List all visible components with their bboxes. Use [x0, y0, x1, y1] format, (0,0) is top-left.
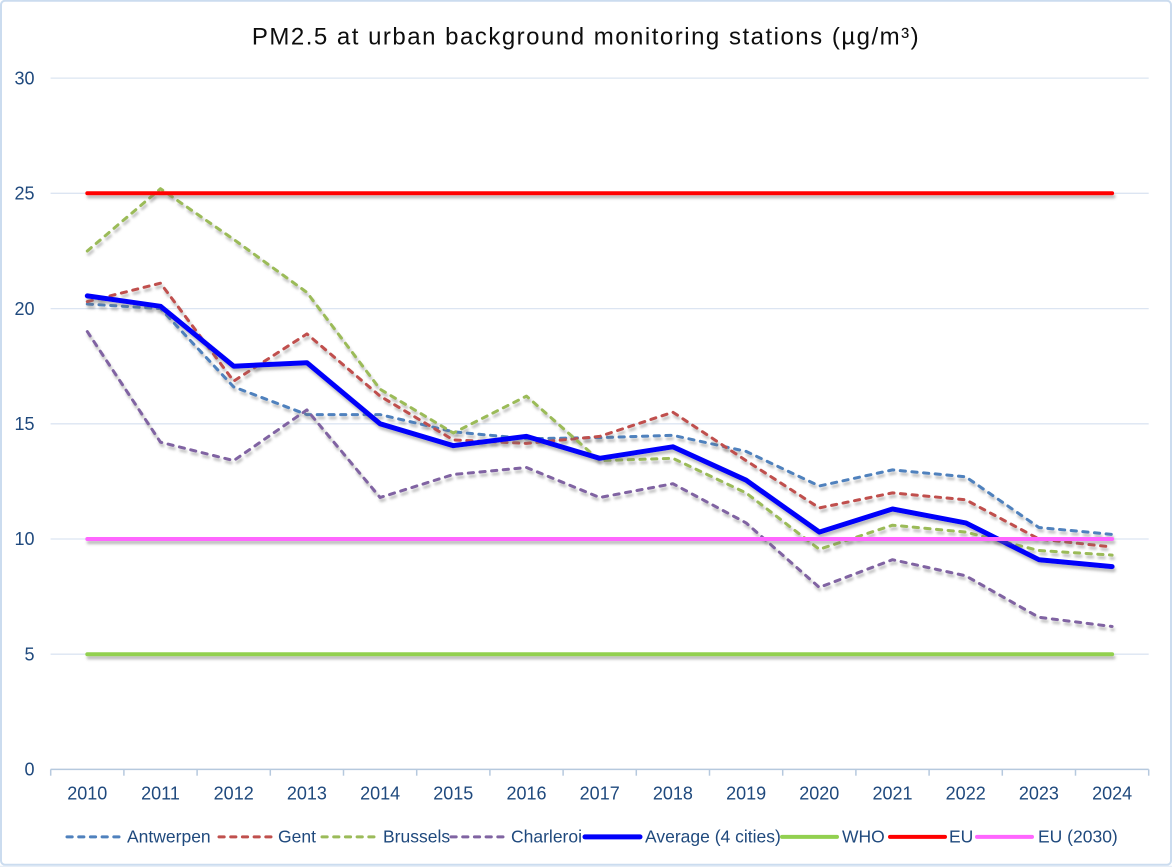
- svg-text:10: 10: [14, 529, 34, 549]
- svg-text:20: 20: [14, 299, 34, 319]
- svg-text:2019: 2019: [726, 784, 766, 804]
- svg-text:0: 0: [24, 760, 34, 780]
- svg-text:5: 5: [24, 644, 34, 664]
- svg-text:WHO: WHO: [842, 827, 885, 847]
- svg-text:2018: 2018: [653, 784, 693, 804]
- svg-text:Average (4 cities): Average (4 cities): [645, 827, 781, 847]
- svg-text:2021: 2021: [872, 784, 912, 804]
- svg-text:Charleroi: Charleroi: [511, 827, 582, 847]
- svg-text:2012: 2012: [214, 784, 254, 804]
- svg-text:2014: 2014: [360, 784, 400, 804]
- svg-text:EU: EU: [949, 827, 973, 847]
- svg-text:15: 15: [14, 414, 34, 434]
- svg-text:2020: 2020: [799, 784, 839, 804]
- svg-text:PM2.5 at urban background moni: PM2.5 at urban background monitoring sta…: [252, 24, 920, 51]
- svg-text:2017: 2017: [580, 784, 620, 804]
- svg-text:25: 25: [14, 184, 34, 204]
- svg-text:2011: 2011: [141, 784, 180, 804]
- svg-text:Antwerpen: Antwerpen: [127, 827, 211, 847]
- svg-text:EU (2030): EU (2030): [1038, 827, 1118, 847]
- svg-text:2016: 2016: [506, 784, 546, 804]
- svg-text:2015: 2015: [433, 784, 473, 804]
- svg-text:2023: 2023: [1019, 784, 1059, 804]
- svg-text:2024: 2024: [1092, 784, 1132, 804]
- svg-text:2022: 2022: [946, 784, 986, 804]
- svg-text:30: 30: [14, 68, 34, 88]
- svg-text:2010: 2010: [67, 784, 107, 804]
- svg-text:Gent: Gent: [278, 827, 316, 847]
- svg-text:2013: 2013: [287, 784, 327, 804]
- svg-text:Brussels: Brussels: [383, 827, 450, 847]
